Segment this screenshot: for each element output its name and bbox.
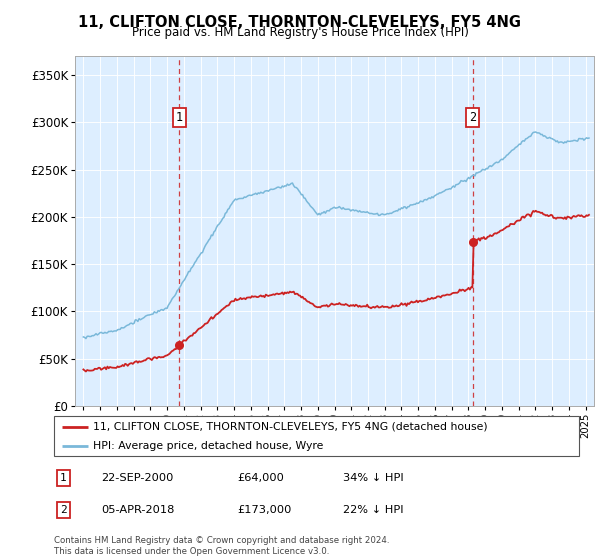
Text: £173,000: £173,000	[238, 505, 292, 515]
Text: HPI: Average price, detached house, Wyre: HPI: Average price, detached house, Wyre	[94, 441, 324, 451]
Text: 11, CLIFTON CLOSE, THORNTON-CLEVELEYS, FY5 4NG (detached house): 11, CLIFTON CLOSE, THORNTON-CLEVELEYS, F…	[94, 422, 488, 432]
Text: £64,000: £64,000	[238, 473, 284, 483]
Text: 1: 1	[60, 473, 67, 483]
Text: 11, CLIFTON CLOSE, THORNTON-CLEVELEYS, FY5 4NG: 11, CLIFTON CLOSE, THORNTON-CLEVELEYS, F…	[79, 15, 521, 30]
Text: Contains HM Land Registry data © Crown copyright and database right 2024.
This d: Contains HM Land Registry data © Crown c…	[54, 536, 389, 556]
Text: Price paid vs. HM Land Registry's House Price Index (HPI): Price paid vs. HM Land Registry's House …	[131, 26, 469, 39]
Text: 34% ↓ HPI: 34% ↓ HPI	[343, 473, 404, 483]
Text: 22% ↓ HPI: 22% ↓ HPI	[343, 505, 403, 515]
Text: 2: 2	[469, 111, 476, 124]
FancyBboxPatch shape	[54, 416, 579, 456]
Text: 2: 2	[60, 505, 67, 515]
Text: 22-SEP-2000: 22-SEP-2000	[101, 473, 173, 483]
Text: 05-APR-2018: 05-APR-2018	[101, 505, 175, 515]
Text: 1: 1	[176, 111, 183, 124]
